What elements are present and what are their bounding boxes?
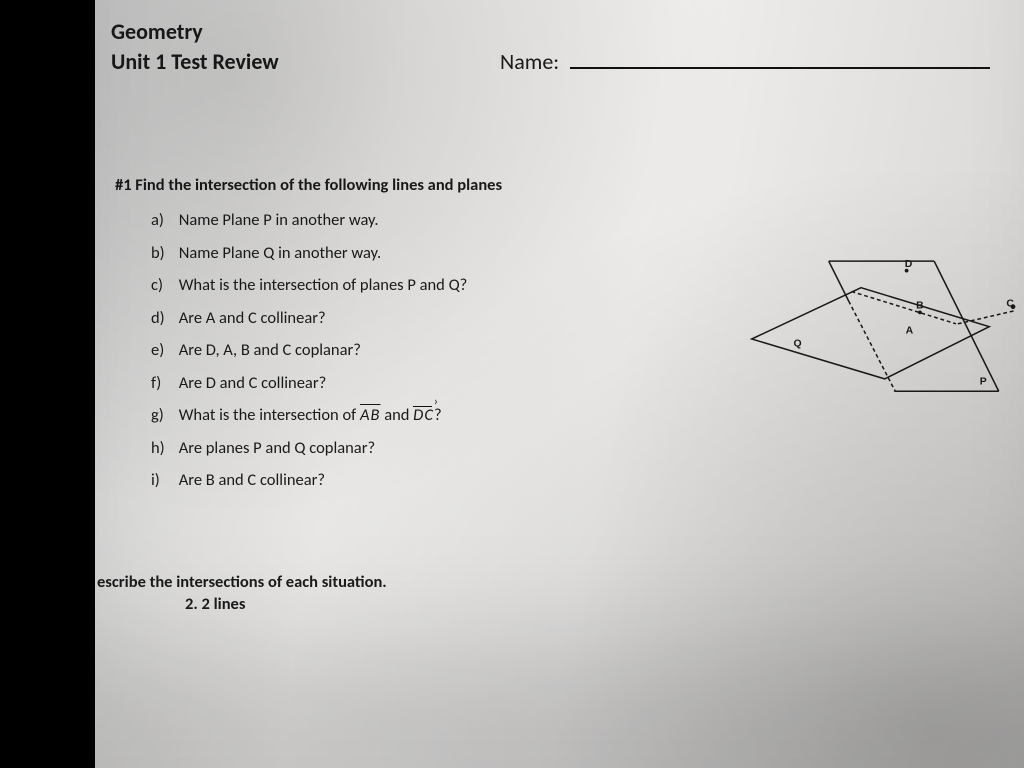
segment-ab: AB xyxy=(360,405,381,425)
unit-subtitle: Unit 1 Test Review xyxy=(111,48,279,75)
svg-text:D: D xyxy=(905,259,913,270)
q1-b-label: b) xyxy=(151,245,175,262)
q1-item-a: a) Name Plane P in another way. xyxy=(151,212,467,229)
svg-text:A: A xyxy=(906,325,914,336)
q1-f-label: f) xyxy=(151,375,175,392)
q1-c-label: c) xyxy=(151,277,175,294)
q1-h-label: h) xyxy=(151,440,175,457)
course-title: Geometry xyxy=(111,18,203,45)
q1-i-text: Are B and C collinear? xyxy=(179,470,325,490)
q1-item-c: c) What is the intersection of planes P … xyxy=(151,277,467,294)
q1-item-d: d) Are A and C collinear? xyxy=(151,310,467,327)
q1-item-b: b) Name Plane Q in another way. xyxy=(151,245,467,262)
q1-item-e: e) Are D, A, B and C coplanar? xyxy=(151,342,467,359)
q1-d-text: Are A and C collinear? xyxy=(179,308,326,328)
q1-g-mid: and xyxy=(380,405,413,425)
q1-b-text: Name Plane Q in another way. xyxy=(179,243,381,263)
worksheet-page: Geometry Unit 1 Test Review Name: #1 Fin… xyxy=(95,0,1024,768)
q1-c-text: What is the intersection of planes P and… xyxy=(179,275,468,295)
q1-g-label: g) xyxy=(151,407,175,424)
q1-e-text: Are D, A, B and C coplanar? xyxy=(179,340,361,360)
ray-dc: DC xyxy=(413,407,434,424)
q1-item-i: i) Are B and C collinear? xyxy=(151,472,467,489)
planes-diagram: D B C A Q P xyxy=(735,225,1024,415)
svg-text:B: B xyxy=(916,301,924,312)
svg-text:C: C xyxy=(1006,299,1014,310)
q1-f-text: Are D and C collinear? xyxy=(179,373,327,393)
q1-item-h: h) Are planes P and Q coplanar? xyxy=(151,440,467,457)
q1-g-pre: What is the intersection of xyxy=(179,405,360,425)
svg-text:P: P xyxy=(980,377,987,388)
question-1-prompt: #1 Find the intersection of the followin… xyxy=(115,175,502,195)
name-label: Name: xyxy=(500,48,559,75)
q1-d-label: d) xyxy=(151,310,175,327)
name-blank-line xyxy=(570,67,990,69)
q1-a-label: a) xyxy=(151,212,175,229)
svg-text:Q: Q xyxy=(794,339,802,350)
q1-item-f: f) Are D and C collinear? xyxy=(151,375,467,392)
q1-e-label: e) xyxy=(151,342,175,359)
q1-h-text: Are planes P and Q coplanar? xyxy=(179,438,375,458)
question-2-prompt-partial: escribe the intersections of each situat… xyxy=(97,572,387,592)
question-1-list: a) Name Plane P in another way. b) Name … xyxy=(151,212,467,505)
q1-item-g: g) What is the intersection of AB and DC… xyxy=(151,407,467,424)
question-2-item: 2. 2 lines xyxy=(185,594,245,614)
q1-i-label: i) xyxy=(151,472,175,489)
q1-a-text: Name Plane P in another way. xyxy=(179,210,379,230)
